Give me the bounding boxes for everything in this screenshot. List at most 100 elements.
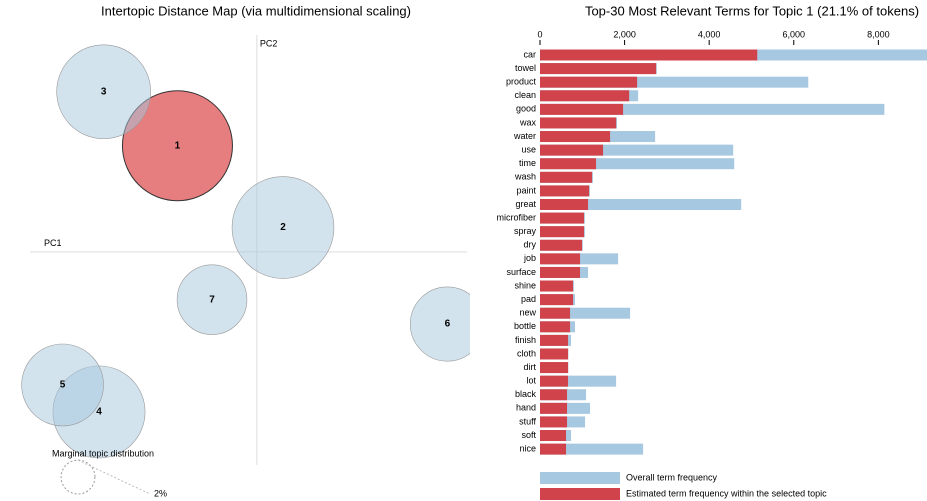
topic-bubble	[409, 286, 470, 362]
topic-label: 2	[280, 222, 286, 233]
term-label: nice	[519, 443, 536, 453]
topic-bar	[540, 117, 617, 129]
topic-bar	[540, 198, 589, 210]
overall-bar	[540, 158, 735, 170]
topic-bar	[540, 253, 581, 265]
size-legend-leader	[77, 459, 151, 495]
topic-map: PC1 PC2 1 2 3 4 5 6 7 Marginal topic distribution…	[21, 35, 470, 498]
legend-swatch	[540, 472, 620, 484]
topic-bubble	[176, 264, 248, 335]
topic-bar	[540, 144, 604, 156]
term-label: car	[523, 49, 536, 59]
term-label: paint	[516, 185, 536, 195]
topic-bar	[540, 49, 758, 61]
topic-bubble	[231, 176, 335, 279]
topic-bar	[540, 171, 593, 183]
legend-label: Estimated term frequency within the sele…	[626, 488, 827, 498]
term-label: black	[515, 389, 537, 399]
size-legend-label: 2%	[154, 488, 167, 498]
term-label: shine	[514, 280, 536, 290]
term-label: wash	[514, 172, 536, 182]
term-label: microfiber	[496, 212, 536, 222]
topic-bar	[540, 280, 574, 292]
term-chart: 0 2,000 4,000 6,000 8,000 car towel product clea…	[496, 29, 927, 500]
overall-bar	[540, 198, 742, 210]
term-label: finish	[515, 335, 536, 345]
term-label: cloth	[517, 348, 536, 358]
topic-bar	[540, 375, 569, 387]
topic-bar	[540, 402, 568, 414]
term-label: wax	[519, 117, 537, 127]
y-axis-label: PC2	[260, 38, 278, 48]
topic-bar	[540, 430, 567, 442]
topic-label: 4	[96, 407, 102, 418]
x-axis-label: PC1	[44, 238, 62, 248]
topic-bar	[540, 212, 585, 224]
topic-bubble	[21, 343, 104, 427]
term-label: great	[515, 199, 536, 209]
topic-bar	[540, 389, 568, 401]
chart-title: Intertopic Distance Map (via multidimens…	[101, 3, 411, 18]
term-label: towel	[515, 63, 536, 73]
size-legend-circle	[60, 459, 96, 495]
topic-bar	[540, 103, 624, 115]
topic-label: 6	[445, 319, 451, 330]
term-label: clean	[514, 90, 536, 100]
topic-bar	[540, 294, 574, 306]
size-legend-title: Marginal topic distribution	[52, 448, 154, 458]
topic-bar	[540, 131, 611, 143]
topic-label: 7	[209, 294, 215, 305]
topic-bar	[540, 348, 569, 360]
term-label: job	[523, 253, 536, 263]
term-label: use	[521, 145, 536, 155]
topic-bar	[540, 76, 638, 88]
topic-label: 1	[175, 140, 181, 151]
topic-label: 3	[101, 86, 107, 97]
x-tick-label: 6,000	[783, 29, 806, 39]
legend-label: Overall term frequency	[626, 472, 718, 482]
term-label: new	[519, 308, 536, 318]
topic-bar	[540, 158, 597, 170]
term-label: soft	[521, 430, 536, 440]
term-label: bottle	[514, 321, 536, 331]
overall-bar	[540, 307, 631, 319]
topic-bubble	[56, 44, 151, 140]
topic-bar	[540, 443, 567, 455]
topic-bar	[540, 185, 590, 197]
term-label: dry	[523, 240, 536, 250]
topic-bar	[540, 416, 568, 428]
x-tick-label: 0	[537, 29, 542, 39]
overall-bar	[540, 443, 644, 455]
bars	[540, 49, 927, 455]
chart-title: Top-30 Most Relevant Terms for Topic 1 (…	[585, 3, 919, 18]
topic-bar	[540, 321, 571, 333]
x-tick-label: 4,000	[698, 29, 721, 39]
legend-swatch	[540, 488, 620, 500]
term-label: good	[516, 104, 536, 114]
term-label: spray	[514, 226, 537, 236]
overall-bar	[540, 76, 809, 88]
topic-bar	[540, 334, 569, 346]
overall-bar	[540, 375, 617, 387]
topic-bar	[540, 307, 571, 319]
topic-bar	[540, 90, 630, 102]
term-label: surface	[506, 267, 536, 277]
term-label: stuff	[519, 416, 536, 426]
overall-bar	[540, 103, 885, 115]
x-tick-label: 8,000	[867, 29, 890, 39]
overall-bar	[540, 144, 734, 156]
topic-bar	[540, 266, 581, 278]
topic-bubble	[121, 90, 233, 202]
term-label: dirt	[523, 362, 536, 372]
topic-bar	[540, 226, 585, 238]
topic-bar	[540, 362, 569, 374]
topic-bar	[540, 239, 583, 251]
term-label: lot	[526, 376, 536, 386]
term-label: product	[506, 77, 537, 87]
term-label: time	[519, 158, 536, 168]
topic-bar	[540, 63, 657, 75]
x-tick-label: 2,000	[613, 29, 636, 39]
topic-label: 5	[60, 380, 66, 391]
term-label: water	[513, 131, 536, 141]
